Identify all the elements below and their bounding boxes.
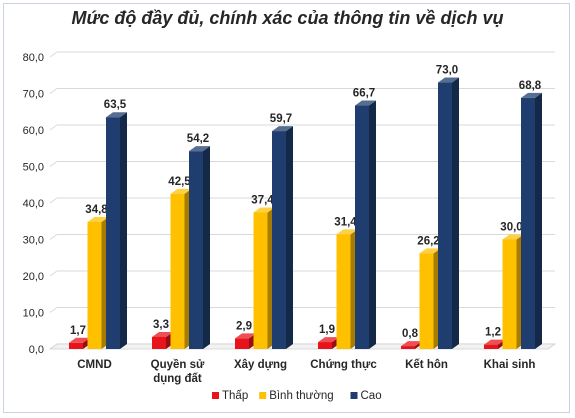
data-label: 59,7: [270, 113, 292, 125]
x-category-label: Chứng thực: [310, 359, 377, 371]
y-tick-label: 60,0: [23, 125, 44, 137]
data-label: 1,2: [485, 327, 501, 339]
bar: [106, 112, 127, 349]
legend-item: Thấp: [212, 390, 248, 402]
y-tick-label: 10,0: [23, 308, 44, 320]
gridline-side: [49, 197, 58, 204]
data-label: 37,4: [251, 194, 274, 206]
data-label: 68,8: [519, 80, 542, 92]
data-label: 42,5: [168, 176, 191, 188]
data-label: 73,0: [436, 65, 458, 77]
bar: [355, 100, 376, 349]
gridline-side: [49, 88, 58, 94]
legend-swatch: [212, 392, 219, 399]
y-tick-label: 20,0: [23, 271, 44, 283]
gridline-side: [49, 307, 58, 313]
legend-label: Thấp: [222, 390, 248, 402]
bar: [87, 216, 109, 349]
data-label: 0,8: [402, 328, 419, 340]
data-label: 34,8: [85, 204, 108, 216]
data-label: 31,4: [334, 216, 357, 228]
bar: [419, 248, 441, 349]
bar: [521, 92, 542, 349]
bar: [253, 207, 275, 349]
legend-item: Cao: [350, 390, 382, 402]
data-label: 1,7: [70, 325, 86, 337]
y-tick-label: 70,0: [23, 89, 44, 101]
x-category-label: Xây dựng: [234, 359, 287, 371]
x-category-label: Quyền sử: [151, 359, 205, 371]
y-tick-label: 40,0: [23, 198, 44, 210]
legend-label: Cao: [361, 390, 382, 402]
y-tick-label: 80,0: [23, 52, 44, 64]
x-category-label: Khai sinh: [484, 359, 536, 371]
bar: [336, 229, 358, 349]
legend-swatch: [350, 392, 358, 399]
y-tick-label: 0,0: [29, 344, 44, 356]
gridline-side: [49, 51, 58, 58]
x-category-label: Kết hôn: [405, 359, 448, 371]
data-label: 66,7: [353, 88, 375, 100]
gridline-side: [49, 124, 58, 131]
y-tick-label: 30,0: [23, 235, 44, 247]
data-label: 63,5: [104, 99, 127, 111]
data-label: 26,2: [417, 235, 439, 247]
data-label: 3,3: [153, 319, 169, 331]
x-category-label: dụng đất: [153, 373, 202, 385]
bar: [502, 234, 524, 349]
gridline-side: [49, 161, 58, 167]
y-tick-label: 50,0: [23, 162, 44, 174]
legend-label: Bình thường: [269, 390, 333, 402]
x-category-label: CMND: [77, 359, 112, 371]
legend-item: Bình thường: [259, 390, 334, 402]
legend-swatch: [259, 392, 267, 399]
bar: [189, 146, 210, 349]
data-label: 1,9: [319, 324, 335, 336]
bar: [272, 126, 293, 349]
chart-title: Mức độ đầy đủ, chính xác của thông tin v…: [71, 8, 504, 28]
gridline-side: [49, 270, 58, 277]
bar: [438, 77, 459, 350]
gridline-side: [49, 234, 58, 240]
data-label: 2,9: [236, 320, 252, 332]
data-label: 54,2: [187, 133, 209, 145]
data-label: 30,0: [500, 222, 522, 234]
bar: [170, 188, 192, 349]
